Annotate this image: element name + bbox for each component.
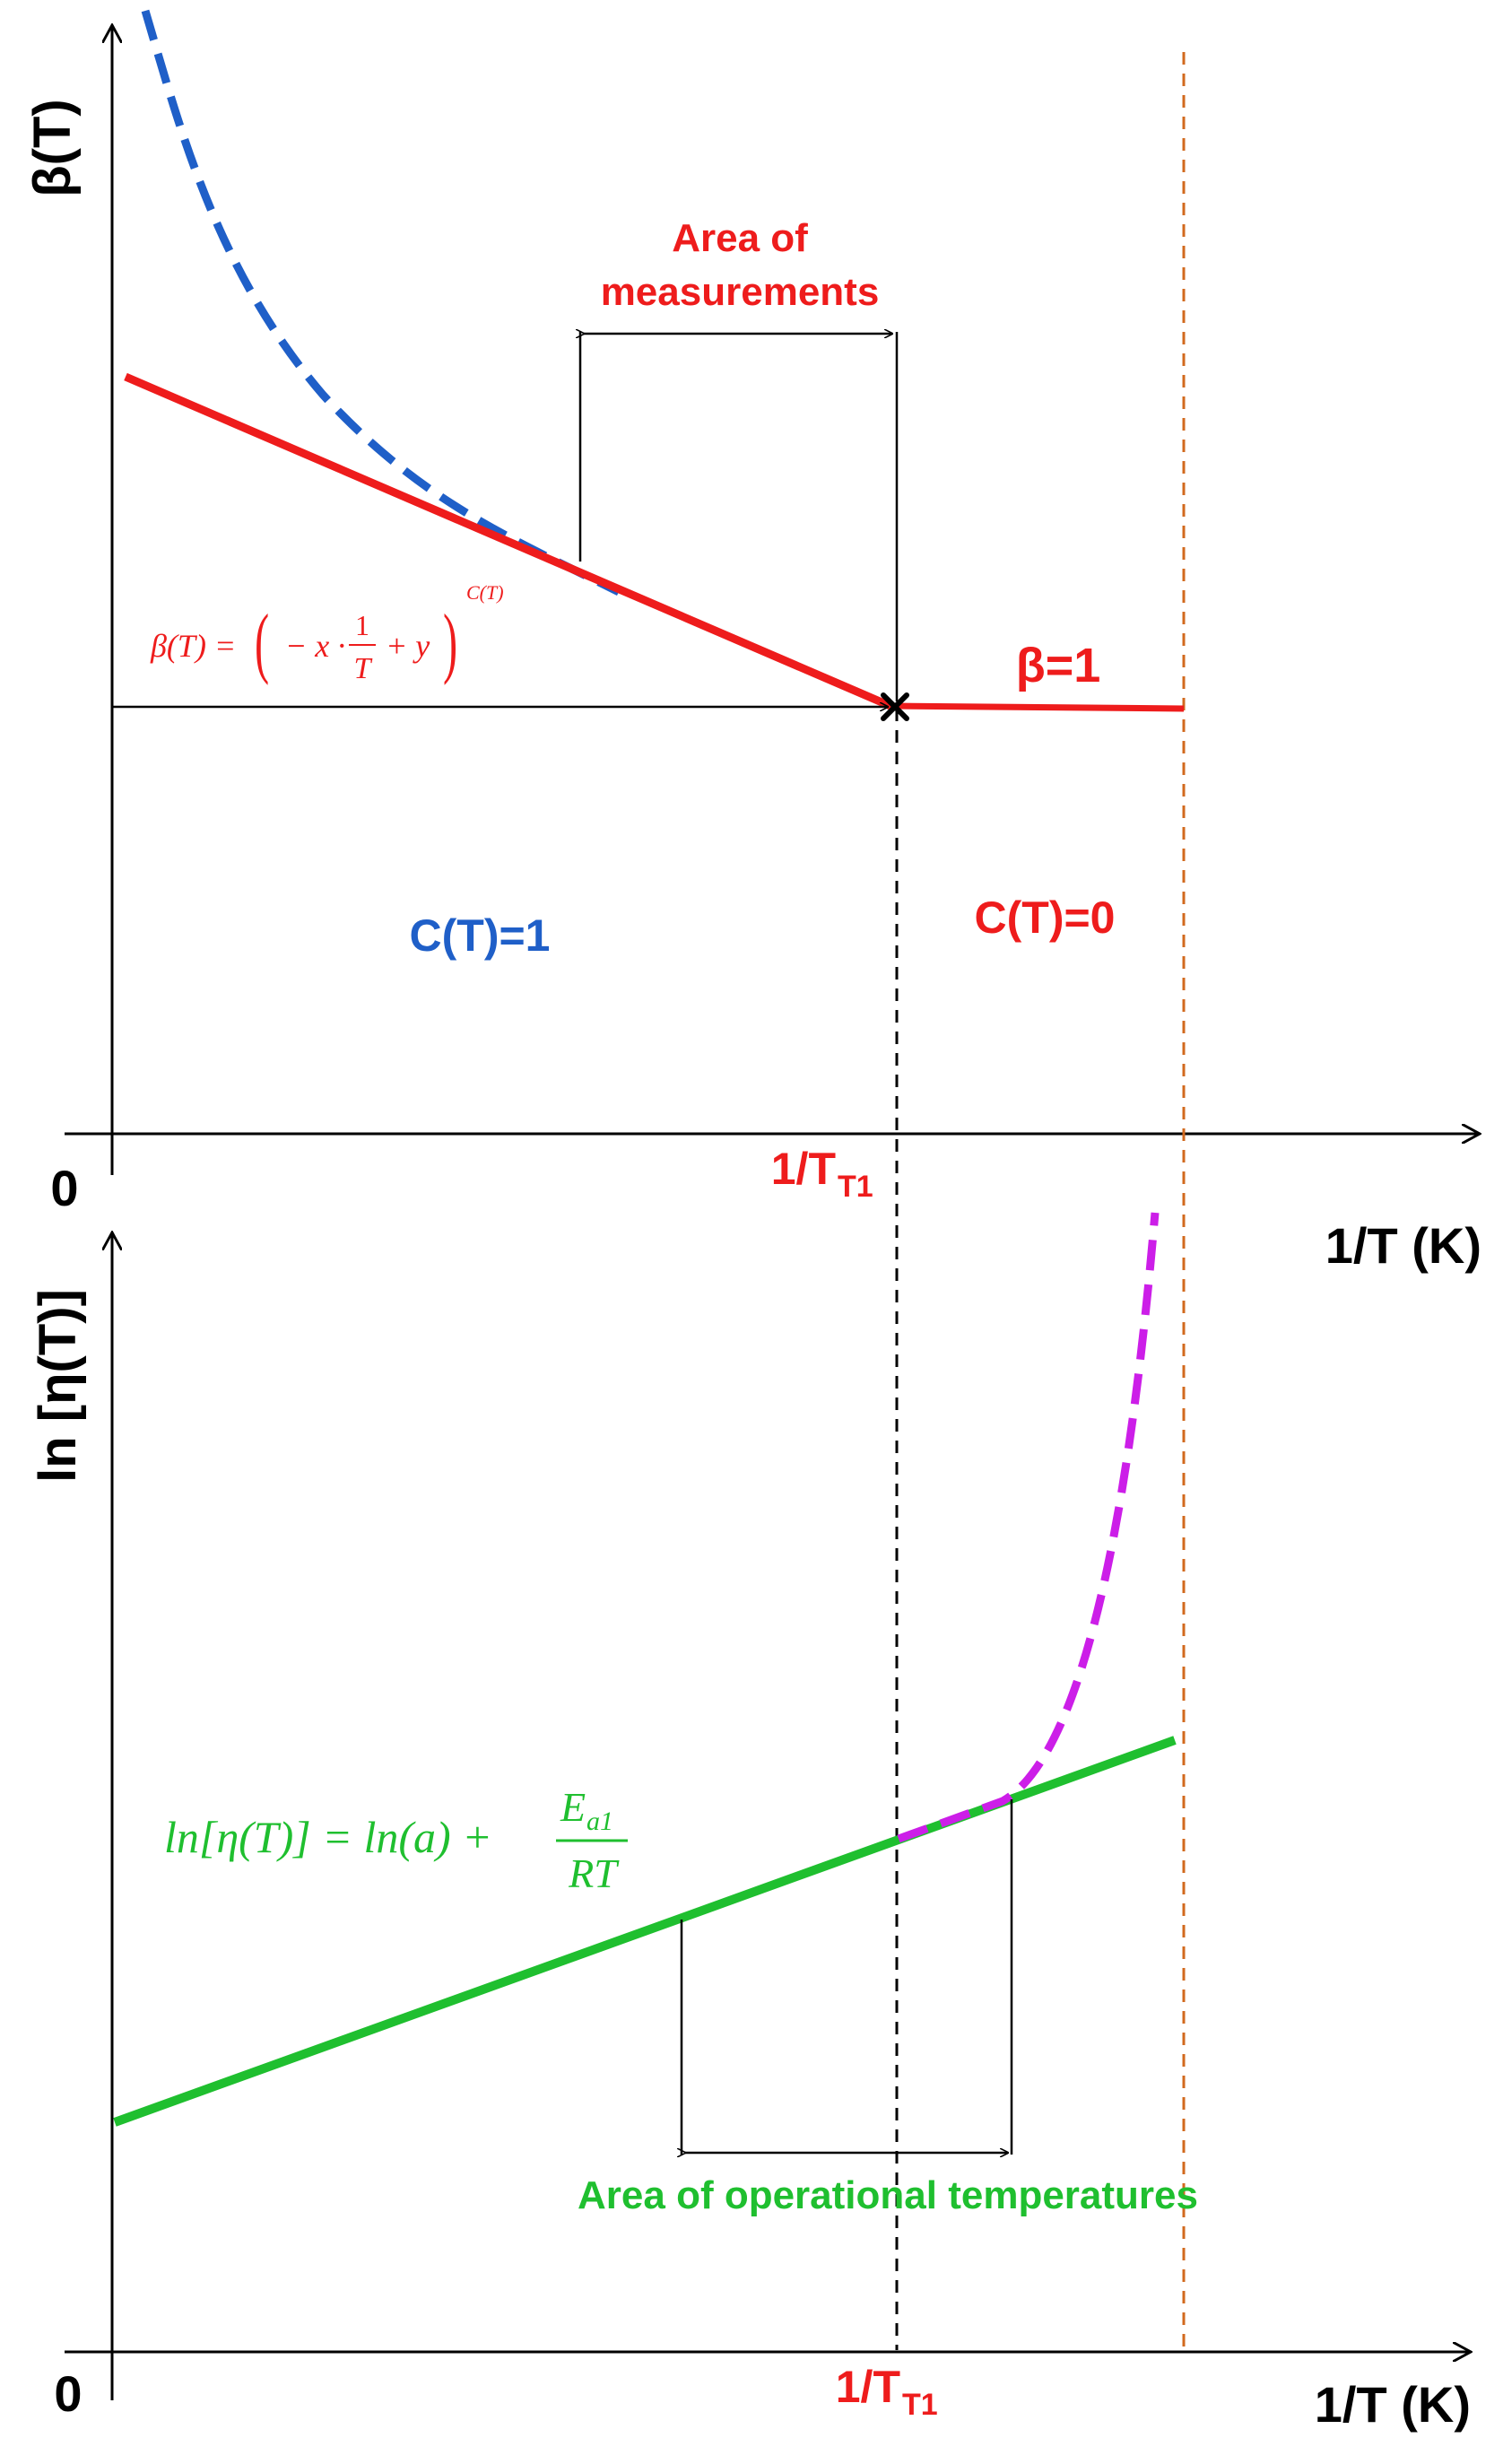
ln-eq-frac-num: E bbox=[560, 1784, 586, 1830]
ln-eq-lhs: ln[η(T)] = ln(a) + bbox=[164, 1812, 492, 1862]
beta-one-label: β=1 bbox=[1016, 639, 1101, 692]
beta-eq-exponent: C(T) bbox=[466, 581, 504, 604]
top-t1-main: 1/T bbox=[771, 1144, 836, 1194]
beta-eq-lhs: β(T) = bbox=[150, 628, 236, 664]
bottom-t1-sub: T1 bbox=[902, 2388, 938, 2422]
area-operational-label: Area of operational temperatures bbox=[578, 2173, 1198, 2217]
ln-eta-equation: ln[η(T)] = ln(a) + E a1 RT bbox=[164, 1784, 628, 1896]
ln-eq-frac-num-sub: a1 bbox=[586, 1807, 613, 1836]
beta-eq-rparen: ) bbox=[443, 599, 457, 686]
beta-eq-minus-x: − x · bbox=[285, 628, 345, 664]
bottom-x-axis-label: 1/T (K) bbox=[1315, 2376, 1471, 2433]
bottom-origin-label: 0 bbox=[54, 2365, 82, 2422]
top-t1-tick-label: 1/T T1 bbox=[771, 1144, 873, 1204]
red-beta-line bbox=[124, 372, 894, 711]
top-x-axis-label: 1/T (K) bbox=[1325, 1217, 1481, 1274]
bottom-t1-main: 1/T bbox=[836, 2362, 900, 2412]
green-ln-eta-line bbox=[113, 1736, 1177, 2127]
beta-eq-frac-num: 1 bbox=[355, 609, 369, 641]
c0-label: C(T)=0 bbox=[975, 892, 1116, 943]
blue-dashed-curve bbox=[141, 9, 621, 596]
bottom-y-axis-label: ln [η(T)] bbox=[29, 1289, 87, 1483]
red-beta-one-line bbox=[891, 702, 1185, 712]
top-y-axis-label: β(T) bbox=[23, 99, 82, 196]
beta-eq-lparen: ( bbox=[255, 599, 269, 686]
beta-eq-frac-den: T bbox=[354, 652, 373, 685]
top-origin-label: 0 bbox=[50, 1160, 78, 1216]
c1-label: C(T)=1 bbox=[410, 910, 551, 961]
ln-eq-frac-den: RT bbox=[568, 1850, 620, 1896]
area-measurements-label-2: measurements bbox=[601, 270, 880, 314]
area-measurements-label-1: Area of bbox=[672, 216, 808, 260]
magenta-dashed-curve bbox=[897, 1212, 1160, 1843]
beta-equation: β(T) = ( − x · 1 T + y ) C(T) bbox=[150, 581, 504, 686]
beta-eq-plus-y: + y bbox=[386, 628, 430, 664]
intersection-x-marker bbox=[881, 692, 909, 721]
top-t1-sub: T1 bbox=[838, 1170, 873, 1204]
bottom-t1-tick-label: 1/T T1 bbox=[836, 2362, 938, 2422]
